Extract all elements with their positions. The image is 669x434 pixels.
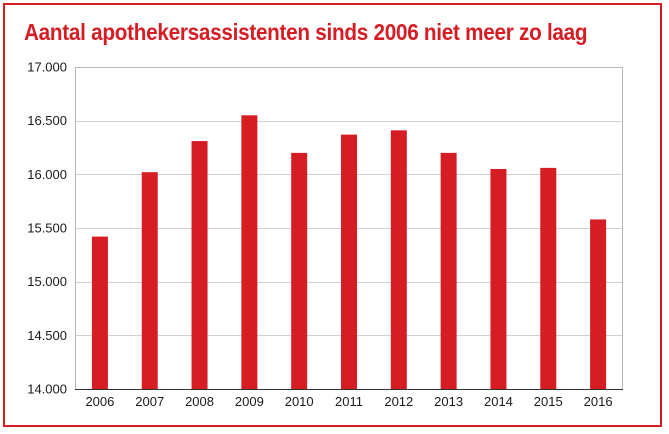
x-tick-label: 2009 [235,394,264,409]
bars [91,115,607,390]
x-tick-label: 2016 [584,394,613,409]
x-axis-labels: 2006 2007 2008 2009 2010 2011 2012 2013 2014 2015… [85,394,612,409]
bar-2007 [141,172,158,389]
bar-2016 [590,219,607,389]
y-axis-labels: 14.000 14.500 15.000 15.500 16.000 16.500 17.0… [27,60,67,397]
bar-2013 [440,152,457,389]
y-tick-label: 17.000 [27,60,67,75]
x-tick-label: 2014 [484,394,513,409]
y-tick-label: 16.500 [27,113,67,128]
x-tick-label: 2008 [185,394,214,409]
bar-2012 [390,130,407,389]
bar-2008 [191,141,208,389]
plot-border [75,67,623,390]
bar-2015 [540,167,557,389]
x-tick-label: 2011 [335,394,363,409]
bar-2006 [91,236,108,389]
x-tick-label: 2007 [135,394,164,409]
bar-2014 [490,168,507,389]
bar-2011 [341,134,357,389]
x-tick-label: 2012 [384,394,413,409]
y-tick-label: 14.000 [27,382,67,397]
y-tick-label: 15.500 [27,221,67,236]
x-tick-label: 2015 [534,394,563,409]
chart-title: Aantal apothekersassistenten sinds 2006 … [24,19,588,45]
bar-2010 [291,152,308,389]
y-tick-label: 16.000 [27,167,67,182]
bar-2009 [241,115,258,390]
y-tick-label: 14.500 [27,328,67,343]
x-tick-label: 2010 [285,394,314,409]
x-tick-label: 2013 [434,394,463,409]
x-tick-label: 2006 [85,394,114,409]
y-tick-label: 15.000 [27,274,67,289]
